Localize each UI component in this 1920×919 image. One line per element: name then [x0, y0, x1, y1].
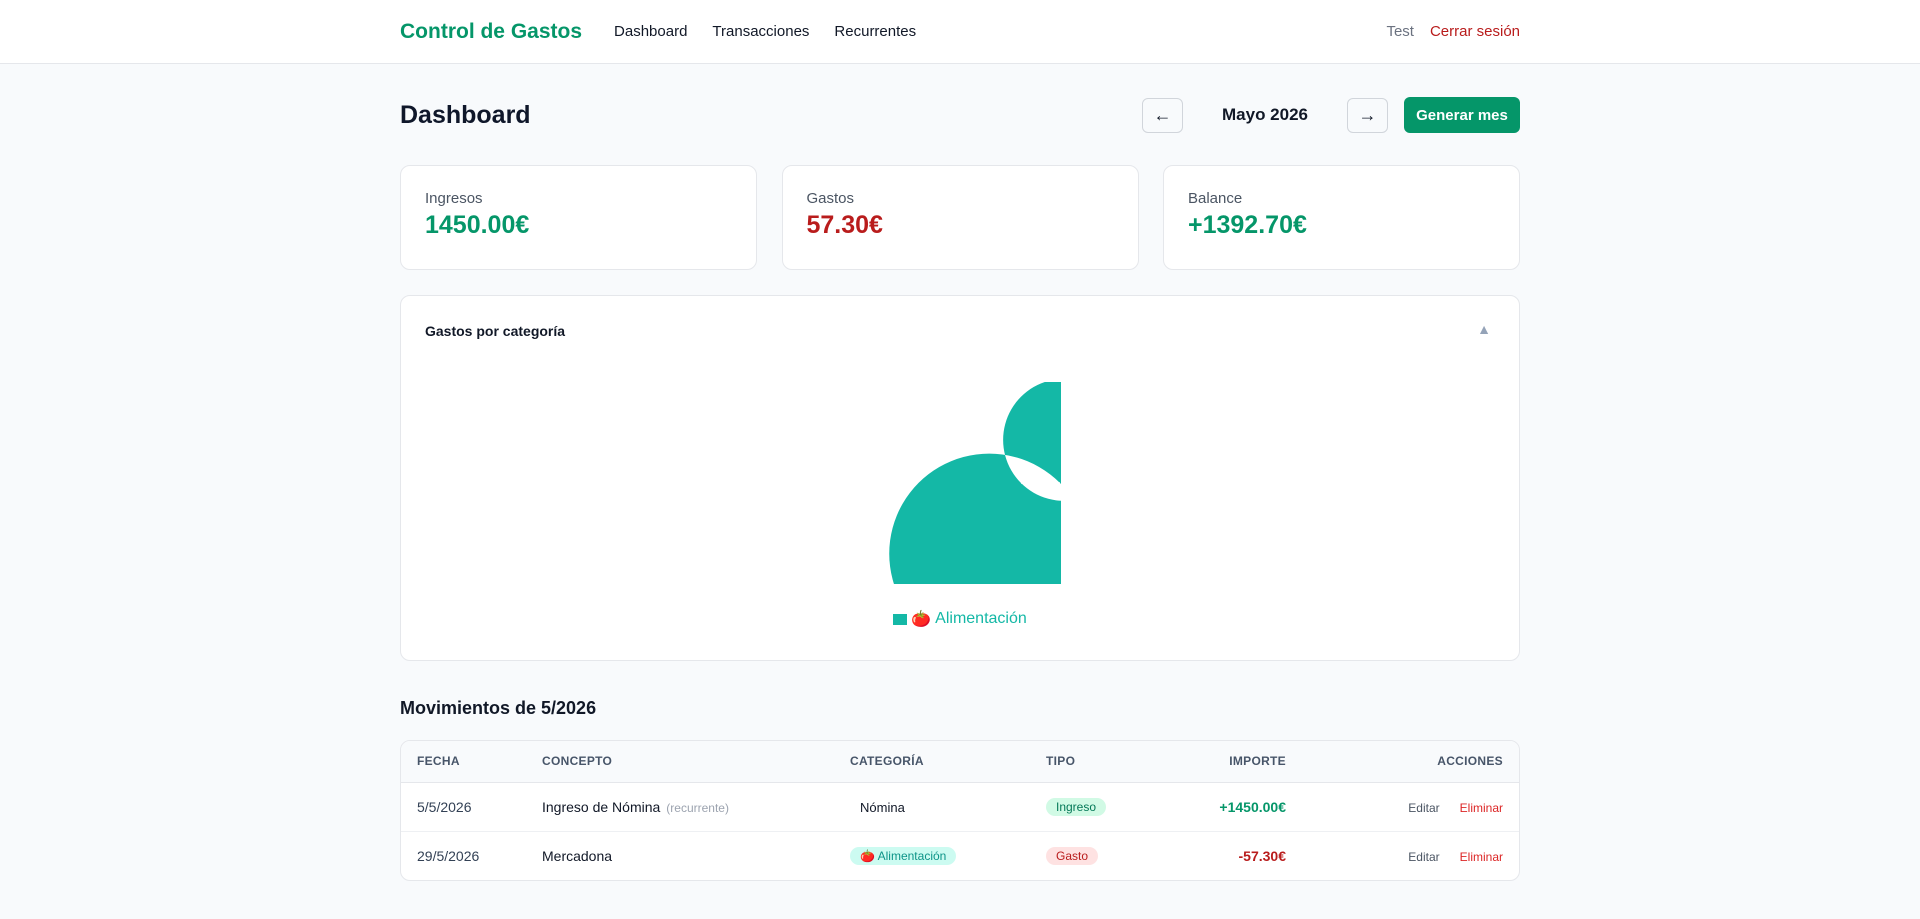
expense-value: 57.30€	[806, 211, 883, 239]
income-card: Ingresos 1450.00€	[400, 165, 757, 270]
expense-card: Gastos 57.30€	[781, 165, 1139, 270]
balance-card: Balance +1392.70€	[1163, 165, 1520, 270]
chart-legend: 🍅 Alimentación	[401, 609, 1519, 629]
nav-link-dashboard[interactable]: Dashboard	[614, 23, 688, 40]
brand-logo[interactable]: Control de Gastos	[400, 19, 583, 43]
type-badge-ingreso: Ingreso	[1046, 797, 1107, 816]
movements-table: FECHA CONCEPTO CATEGORÍA TIPO IMPORTE AC…	[401, 741, 1519, 880]
balance-value: +1392.70€	[1188, 211, 1307, 239]
row-concept-cell: Ingreso de Nómina (recurrente)	[542, 782, 850, 832]
row-category-cell: Nómina	[850, 782, 1046, 832]
table-row: 5/5/2026 Ingreso de Nómina (recurrente) N…	[401, 782, 1519, 832]
user-name: Test	[1386, 23, 1414, 40]
category-label: Alimentación	[877, 848, 947, 863]
edit-button[interactable]: Editar	[1408, 800, 1440, 815]
income-label: Ingresos	[425, 190, 483, 207]
nav-link-transacciones[interactable]: Transacciones	[712, 23, 810, 40]
column-concepto: CONCEPTO	[542, 741, 850, 783]
delete-button[interactable]: Eliminar	[1459, 800, 1503, 815]
column-importe: IMPORTE	[1136, 741, 1286, 783]
row-actions: Editar Eliminar	[1286, 831, 1519, 880]
prev-month-button[interactable]: ←	[1142, 97, 1183, 133]
navbar-left: Control de Gastos Dashboard Transaccione…	[400, 20, 941, 44]
next-month-button[interactable]: →	[1347, 97, 1388, 133]
recurrent-tag: (recurrente)	[666, 800, 729, 815]
row-concept: Mercadona	[542, 847, 613, 864]
row-date: 5/5/2026	[401, 782, 542, 832]
table-header-row: FECHA CONCEPTO CATEGORÍA TIPO IMPORTE AC…	[401, 741, 1519, 783]
month-controls: ← Mayo 2026 → Generar mes	[1142, 97, 1520, 133]
category-chart-panel: Gastos por categoría ▲ 🍅 Alimentación	[400, 295, 1520, 661]
row-concept: Ingreso de Nómina	[542, 798, 661, 815]
column-tipo: TIPO	[1046, 741, 1136, 783]
row-amount: +1450.00€	[1136, 782, 1286, 832]
row-amount: -57.30€	[1238, 847, 1286, 864]
tomato-icon: 🍅	[911, 611, 932, 628]
tomato-icon: 🍅	[860, 848, 875, 863]
current-month-label: Mayo 2026	[1222, 105, 1308, 124]
donut-chart-container	[859, 378, 1126, 654]
row-concept-cell: Mercadona	[542, 831, 850, 880]
navbar: Control de Gastos Dashboard Transaccione…	[0, 0, 1920, 64]
chart-title: Gastos por categoría	[425, 323, 566, 339]
page-title: Dashboard	[400, 100, 531, 129]
category-label: Nómina	[860, 799, 905, 815]
income-value: 1450.00€	[425, 211, 530, 239]
logout-button[interactable]: Cerrar sesión	[1429, 23, 1520, 40]
movements-title: Movimientos de 5/2026	[400, 698, 597, 718]
edit-button[interactable]: Editar	[1408, 849, 1440, 864]
column-fecha: FECHA	[401, 741, 542, 783]
main-content: Dashboard ← Mayo 2026 → Generar mes Ingr…	[400, 97, 1520, 881]
row-category-cell: 🍅 Alimentación	[850, 831, 1046, 880]
row-actions: Editar Eliminar	[1286, 782, 1519, 832]
row-type-cell: Ingreso	[1046, 782, 1136, 832]
row-date: 29/5/2026	[417, 847, 480, 864]
type-badge-gasto: Gasto	[1046, 846, 1099, 865]
summary-cards: Ingresos 1450.00€ Gastos 57.30€ Balance …	[400, 165, 1520, 270]
table-row: 29/5/2026 Mercadona 🍅 Alimentación Gasto…	[401, 831, 1519, 880]
page-header: Dashboard ← Mayo 2026 → Generar mes	[400, 97, 1520, 133]
legend-swatch	[893, 613, 908, 625]
donut-chart	[889, 378, 1126, 654]
balance-label: Balance	[1188, 190, 1243, 207]
row-type-cell: Gasto	[1046, 831, 1136, 880]
movements-table-container: FECHA CONCEPTO CATEGORÍA TIPO IMPORTE AC…	[400, 740, 1520, 881]
expense-label: Gastos	[806, 190, 855, 207]
navbar-right: Test Cerrar sesión	[1386, 23, 1520, 40]
generate-month-button[interactable]: Generar mes	[1404, 97, 1520, 133]
nav-link-recurrentes[interactable]: Recurrentes	[834, 23, 917, 40]
navbar-inner: Control de Gastos Dashboard Transaccione…	[400, 0, 1520, 63]
collapse-icon[interactable]: ▲	[1477, 321, 1491, 337]
column-categoria: CATEGORÍA	[850, 741, 1046, 783]
category-badge: 🍅 Alimentación	[850, 846, 957, 865]
delete-button[interactable]: Eliminar	[1459, 849, 1503, 864]
column-acciones: ACCIONES	[1286, 741, 1519, 783]
legend-label[interactable]: Alimentación	[935, 610, 1027, 627]
